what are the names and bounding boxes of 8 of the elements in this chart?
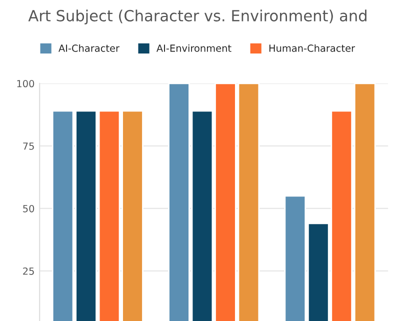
legend-label: Human-Character [269, 44, 356, 52]
legend-label: AI-Environment [156, 44, 232, 52]
y-tick-label: 50 [23, 204, 34, 212]
legend-label: AI-Character [58, 44, 120, 52]
y-tick-label: 25 [23, 267, 34, 275]
chart-title: Art Subject (Character vs. Environment) and [28, 10, 366, 24]
y-tick-label: 75 [23, 142, 34, 150]
y-tick-label: 100 [17, 80, 34, 88]
